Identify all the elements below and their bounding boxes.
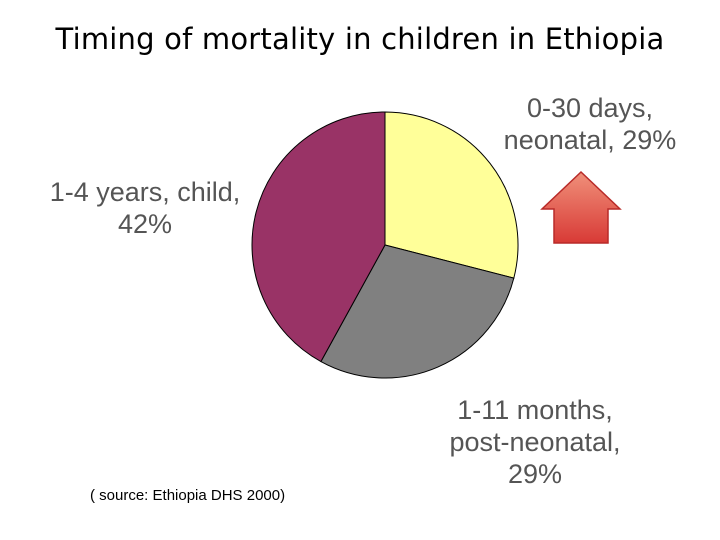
chart-title: Timing of mortality in children in Ethio…	[55, 22, 665, 56]
pie-slice-neonatal	[384, 111, 519, 279]
slice-label-post-neonatal-line-2: post-neonatal,	[449, 427, 621, 457]
slice-label-post-neonatal-line-3: 29%	[507, 459, 563, 489]
slice-label-post-neonatal-line-1: 1-11 months,	[457, 395, 613, 425]
pie-slice-child	[251, 111, 386, 363]
pie-slices	[251, 111, 519, 379]
source-note: ( source: Ethiopia DHS 2000)	[90, 487, 286, 504]
slice-label-post-neonatal: 1-11 months, post-neonatal, 29%	[440, 394, 630, 490]
slice-label-neonatal: 0-30 days, neonatal, 29%	[490, 92, 690, 156]
slice-label-child: 1-4 years, child, 42%	[40, 176, 250, 240]
slice-label-neonatal-line-2: neonatal, 29%	[503, 125, 677, 155]
slice-label-child-line-2: 42%	[117, 209, 173, 239]
pie-slice-post-neonatal	[320, 244, 515, 379]
slice-label-child-line-1: 1-4 years, child,	[49, 177, 241, 207]
slice-label-neonatal-line-1: 0-30 days,	[526, 93, 654, 123]
up-arrow-icon	[540, 170, 622, 244]
